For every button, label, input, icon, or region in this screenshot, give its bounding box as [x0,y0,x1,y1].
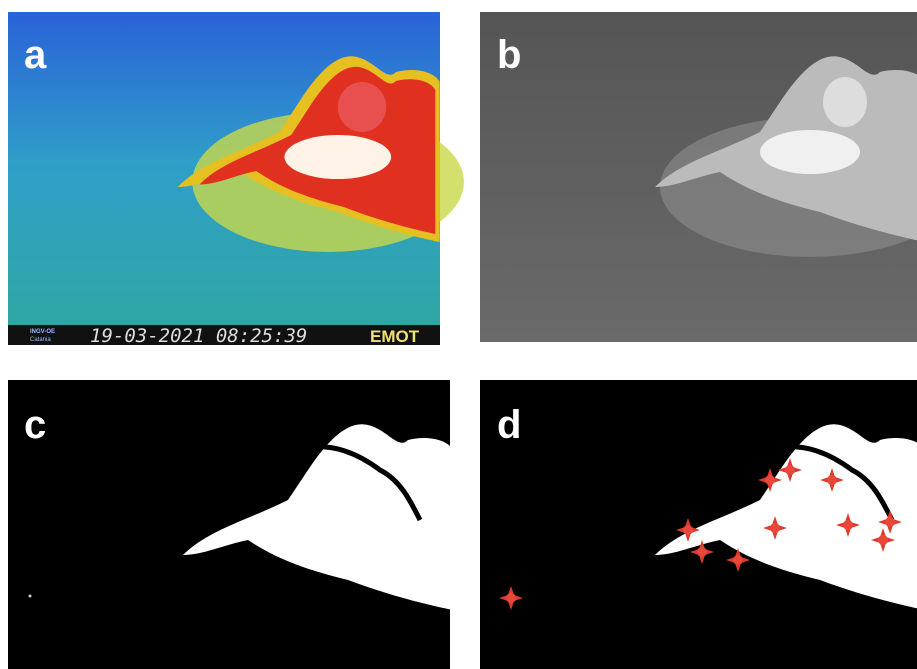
timestamp: 19-03-2021 08:25:39 [90,325,307,347]
panel-b: b [480,12,917,342]
station-text: INGV-OE [30,329,55,335]
panel-c: c [8,380,453,669]
panel-label: b [497,33,521,77]
figure: INGV-OE Catania 19-03-2021 08:25:39 EMOT… [0,0,917,669]
panel-a: INGV-OE Catania 19-03-2021 08:25:39 EMOT… [8,12,464,347]
panel-label: d [497,403,521,447]
panel-label: c [24,403,46,447]
panel-label: a [24,33,47,77]
page: INGV-OE Catania 19-03-2021 08:25:39 EMOT… [0,0,917,669]
panel-d: d [480,380,917,669]
camera-code: EMOT [370,327,420,346]
station-text: Catania [30,337,51,343]
